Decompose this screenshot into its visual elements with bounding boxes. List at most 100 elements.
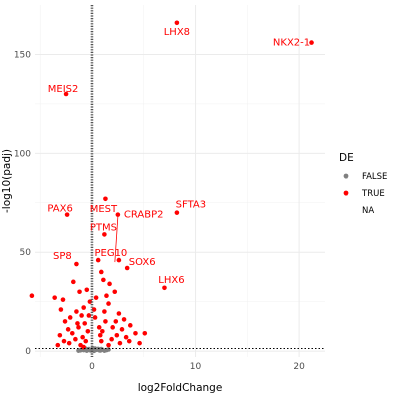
point-true — [87, 299, 93, 304]
y-tick-label: 100 — [14, 149, 31, 159]
point-true — [58, 307, 64, 312]
point-true — [81, 305, 86, 310]
point-true — [62, 319, 68, 324]
point-true — [57, 332, 63, 338]
x-tick-label: 20 — [293, 362, 305, 372]
point-true — [55, 342, 61, 348]
point-true — [74, 309, 79, 314]
point-true — [119, 327, 125, 332]
point-true — [67, 315, 73, 320]
point-true — [110, 325, 115, 330]
legend-key-point — [343, 190, 349, 196]
gene-label: MEIS2 — [48, 84, 79, 95]
point-labeled — [103, 196, 108, 202]
gene-label: LHX8 — [164, 27, 190, 38]
point-true — [96, 325, 102, 330]
x-tick-label: 10 — [190, 362, 202, 372]
legend-label: NA — [362, 206, 374, 216]
point-true — [79, 313, 84, 318]
point-true — [95, 257, 101, 263]
point-true — [73, 336, 78, 342]
point-true — [83, 338, 89, 344]
legend-title: DE — [339, 152, 354, 164]
point-true — [113, 319, 119, 324]
point-labeled — [174, 210, 180, 215]
point-false — [94, 346, 100, 352]
point-true — [133, 330, 138, 336]
point-true — [29, 293, 35, 298]
point-true — [82, 321, 88, 326]
point-true — [112, 289, 118, 295]
point-true — [121, 317, 127, 322]
point-true — [60, 297, 66, 302]
point-labeled — [162, 285, 167, 291]
y-tick-label: 50 — [20, 248, 32, 258]
y-axis-title: -log10(padj) — [1, 149, 13, 213]
point-true — [80, 334, 85, 340]
point-true — [101, 277, 106, 283]
point-true — [104, 293, 109, 298]
point-true — [116, 311, 122, 316]
point-true — [77, 289, 82, 295]
point-true — [85, 328, 91, 334]
point-true — [61, 338, 67, 344]
label-connector — [114, 216, 119, 263]
y-tick-label: 150 — [14, 50, 31, 60]
gene-label: MEST — [90, 204, 118, 215]
gene-label: NKX2-1 — [273, 38, 310, 49]
point-true — [102, 309, 107, 314]
point-true — [65, 327, 71, 332]
point-false — [106, 347, 111, 352]
gene-label: PTMS — [90, 222, 117, 233]
point-true — [103, 319, 108, 324]
x-axis-title: log2FoldChange — [138, 382, 223, 394]
point-true — [137, 340, 142, 346]
point-false — [76, 348, 81, 353]
point-labeled — [63, 91, 69, 97]
gene-label: PAX6 — [47, 204, 72, 215]
point-true — [117, 340, 123, 346]
legend-key-glyph: a — [344, 191, 347, 197]
point-labeled — [64, 212, 70, 217]
point-true — [142, 330, 148, 336]
gene-label: PEG10 — [94, 248, 127, 259]
point-true — [97, 332, 103, 338]
point-labeled — [116, 257, 122, 263]
point-true — [123, 334, 129, 340]
point-true — [86, 313, 92, 318]
point-true — [92, 315, 98, 320]
point-true — [98, 338, 104, 344]
point-true — [107, 281, 112, 287]
point-true — [52, 295, 57, 300]
gene-label: LHX6 — [158, 275, 184, 286]
point-true — [69, 330, 75, 336]
point-labeled — [74, 261, 79, 267]
point-true — [66, 340, 72, 346]
point-true — [127, 323, 133, 328]
point-false — [98, 346, 104, 352]
point-true — [114, 332, 120, 338]
point-true — [75, 321, 80, 326]
gene-label: SOX6 — [129, 257, 156, 268]
point-true — [106, 342, 111, 348]
gene-label: SFTA3 — [176, 200, 206, 211]
point-true — [106, 301, 111, 306]
legend-label: TRUE — [361, 189, 385, 199]
point-true — [109, 336, 114, 342]
legend-key-glyph: a — [344, 174, 347, 180]
point-true — [93, 295, 99, 300]
point-labeled — [124, 265, 130, 271]
point-true — [126, 338, 132, 344]
x-tick-label: 0 — [89, 362, 95, 372]
point-labeled — [309, 40, 314, 45]
point-labeled — [174, 20, 180, 26]
gene-label: SP8 — [53, 251, 72, 262]
point-true — [76, 325, 81, 330]
point-true — [84, 287, 90, 293]
point-true — [91, 307, 97, 312]
point-true — [71, 279, 76, 285]
legend-key-point — [343, 173, 349, 179]
point-true — [98, 269, 104, 275]
point-true — [100, 328, 105, 334]
